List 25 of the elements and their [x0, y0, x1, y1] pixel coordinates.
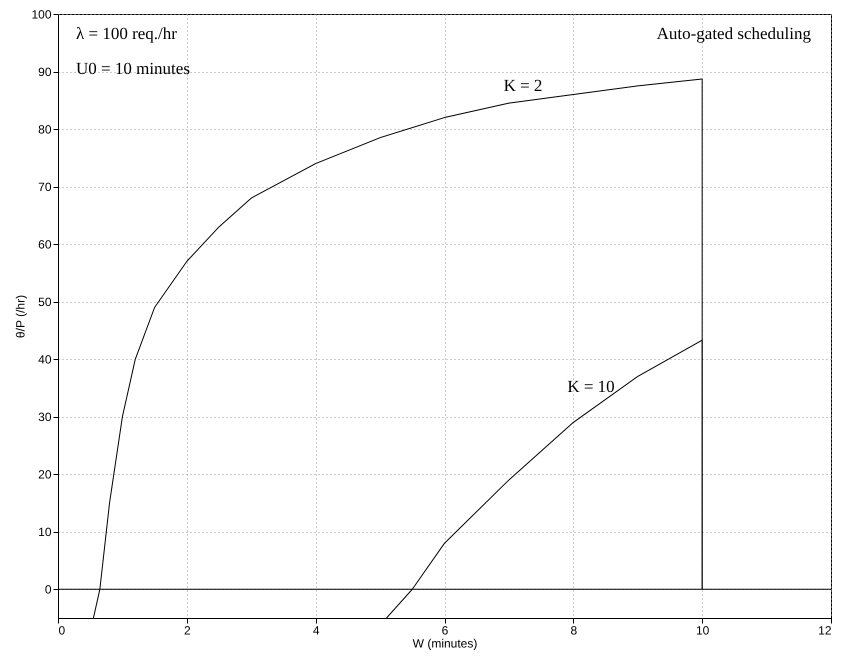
annotation: K = 10 — [567, 377, 615, 396]
y-tick-label: 70 — [38, 180, 52, 194]
y-tick-label: 30 — [38, 410, 52, 424]
y-tick-label: 0 — [44, 582, 52, 597]
y-tick-label: 60 — [38, 238, 52, 252]
annotation: U0 = 10 minutes — [76, 59, 190, 78]
x-tick-label: 8 — [570, 624, 578, 638]
y-tick-label: 80 — [38, 122, 52, 137]
y-tick-label: 40 — [38, 352, 52, 367]
annotation: Auto-gated scheduling — [656, 24, 812, 43]
y-tick-label: 50 — [38, 295, 52, 310]
annotation: λ = 100 req./hr — [76, 24, 178, 43]
y-tick-label: 20 — [38, 468, 52, 482]
y-tick-label: 90 — [38, 65, 52, 80]
x-tick-label: 0 — [58, 624, 66, 638]
y-tick-label: 100 — [31, 8, 52, 22]
x-tick-label: 4 — [312, 624, 320, 638]
annotation: K = 2 — [504, 76, 542, 95]
y-tick-label: 10 — [38, 525, 52, 540]
x-tick-label: 10 — [696, 624, 710, 638]
y-axis-title: θ/P (/hr) — [13, 294, 28, 338]
x-tick-label: 12 — [818, 624, 832, 638]
x-axis-title: W (minutes) — [412, 636, 478, 650]
x-tick-label: 2 — [184, 624, 191, 638]
x-tick-label: 6 — [442, 624, 449, 638]
